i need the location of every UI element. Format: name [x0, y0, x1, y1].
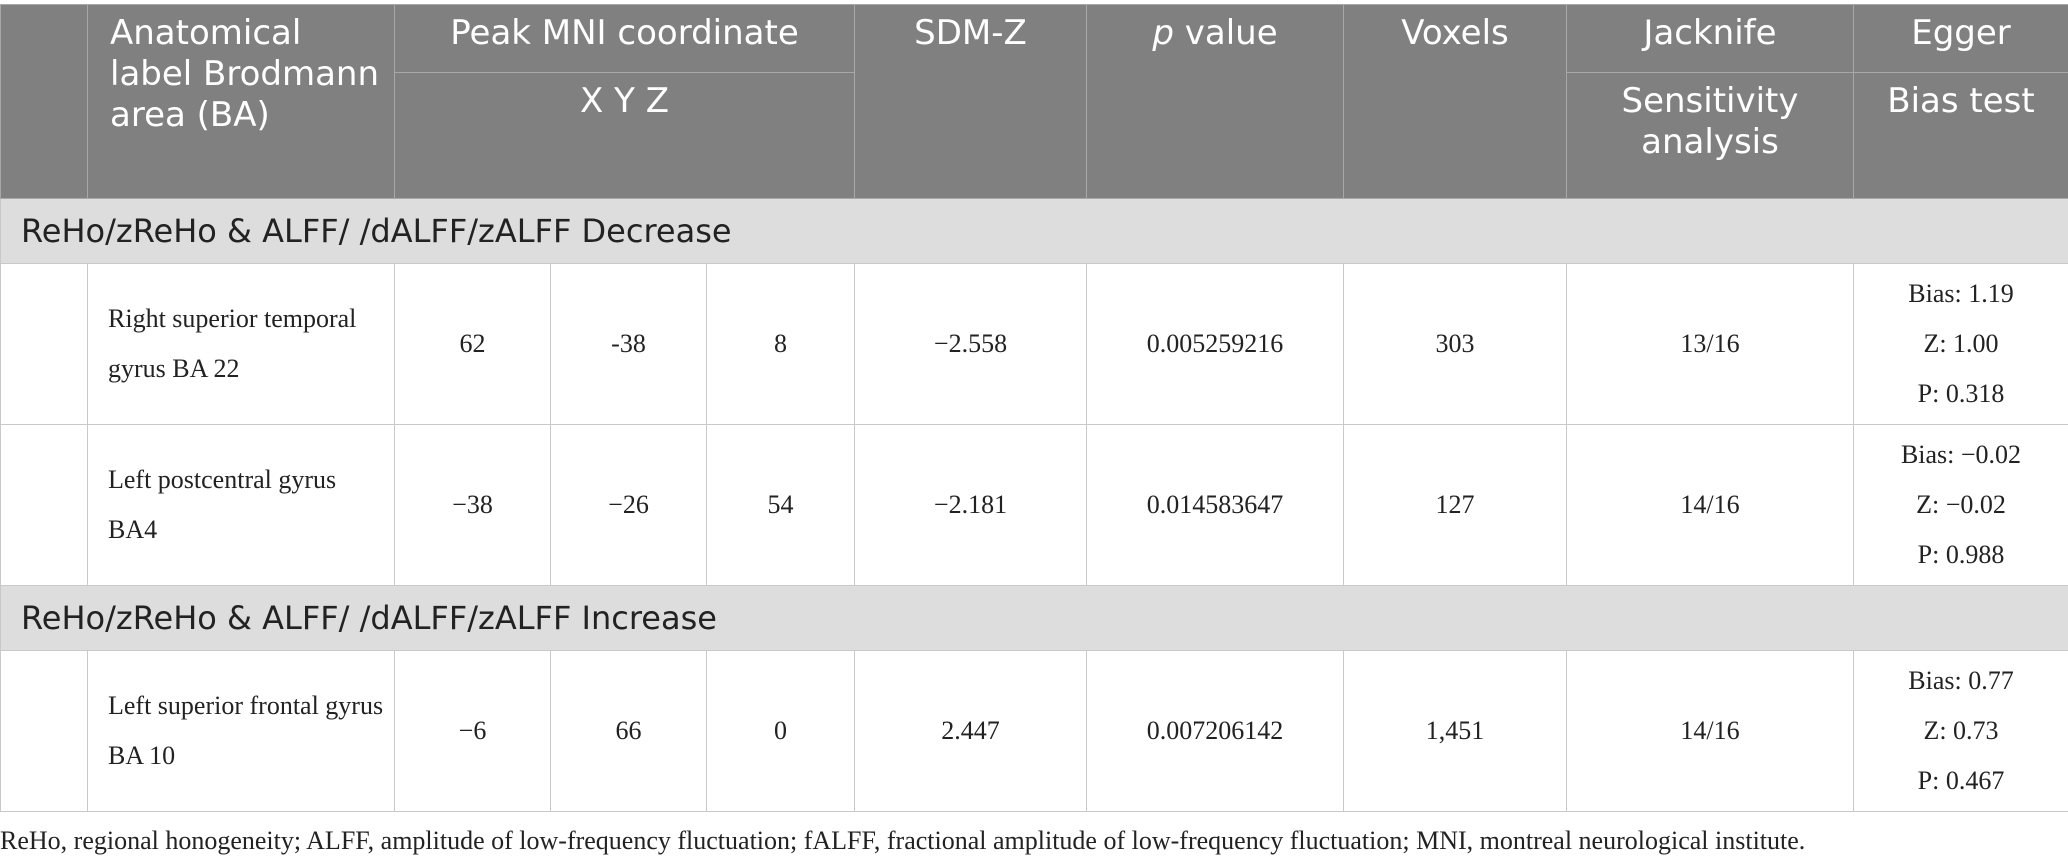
sdm-z-cell: −2.181 — [854, 424, 1087, 586]
p-value-rest: value — [1173, 13, 1278, 53]
egger-p: P: 0.318 — [1917, 379, 2005, 408]
anatomical-label-cell: Left superior frontal gyrus BA 10 — [87, 650, 395, 812]
x-cell: 62 — [394, 263, 551, 425]
header-peak-mni: Peak MNI coordinate — [394, 4, 855, 73]
p-value-cell: 0.014583647 — [1086, 424, 1344, 586]
egger-bias: Bias: 1.19 — [1908, 279, 2014, 308]
p-value-cell: 0.007206142 — [1086, 650, 1344, 812]
section-row: ReHo/zReHo & ALFF/ /dALFF/zALFF Decrease — [0, 198, 2068, 264]
table-row: Left postcentral gyrus BA4 −38 −26 54 −2… — [0, 424, 2068, 586]
egger-p: P: 0.988 — [1917, 540, 2005, 569]
y-cell: −26 — [550, 424, 707, 586]
header-blank — [0, 4, 88, 199]
voxels-cell: 303 — [1343, 263, 1567, 425]
header-egger: Egger — [1853, 4, 2068, 73]
header-jacknife: Jacknife — [1566, 4, 1854, 73]
section-title-increase: ReHo/zReHo & ALFF/ /dALFF/zALFF Increase — [0, 585, 2068, 651]
row-blank — [0, 263, 88, 425]
z-cell: 54 — [706, 424, 855, 586]
egger-cell: Bias: −0.02 Z: −0.02 P: 0.988 — [1853, 424, 2068, 586]
egger-cell: Bias: 1.19 Z: 1.00 P: 0.318 — [1853, 263, 2068, 425]
results-table: Anatomical label Brodmann area (BA) Peak… — [0, 4, 2068, 812]
egger-cell: Bias: 0.77 Z: 0.73 P: 0.467 — [1853, 650, 2068, 812]
x-cell: −6 — [394, 650, 551, 812]
header-anatomical-label: Anatomical label Brodmann area (BA) — [87, 4, 395, 199]
row-blank — [0, 650, 88, 812]
z-cell: 8 — [706, 263, 855, 425]
y-cell: 66 — [550, 650, 707, 812]
header-xyz: X Y Z — [394, 72, 855, 199]
row-blank — [0, 424, 88, 586]
section-title-decrease: ReHo/zReHo & ALFF/ /dALFF/zALFF Decrease — [0, 198, 2068, 264]
anatomical-label-cell: Right superior temporal gyrus BA 22 — [87, 263, 395, 425]
p-value-cell: 0.005259216 — [1086, 263, 1344, 425]
section-row: ReHo/zReHo & ALFF/ /dALFF/zALFF Increase — [0, 585, 2068, 651]
egger-bias: Bias: −0.02 — [1900, 440, 2022, 469]
egger-p: P: 0.467 — [1917, 766, 2005, 795]
anatomical-label-cell: Left postcentral gyrus BA4 — [87, 424, 395, 586]
header-sensitivity: Sensitivity analysis — [1566, 72, 1854, 199]
voxels-cell: 1,451 — [1343, 650, 1567, 812]
jacknife-cell: 14/16 — [1566, 650, 1854, 812]
table-footnote: ReHo, regional honogeneity; ALFF, amplit… — [0, 826, 1806, 855]
egger-z: Z: 0.73 — [1923, 716, 1999, 745]
egger-z: Z: −0.02 — [1916, 490, 2006, 519]
table-row: Left superior frontal gyrus BA 10 −6 66 … — [0, 650, 2068, 812]
header-p-value: p value — [1086, 4, 1344, 199]
table-row: Right superior temporal gyrus BA 22 62 -… — [0, 263, 2068, 425]
sdm-z-cell: −2.558 — [854, 263, 1087, 425]
jacknife-cell: 13/16 — [1566, 263, 1854, 425]
jacknife-cell: 14/16 — [1566, 424, 1854, 586]
egger-bias: Bias: 0.77 — [1908, 666, 2014, 695]
p-italic: p — [1152, 13, 1174, 53]
y-cell: -38 — [550, 263, 707, 425]
header-voxels: Voxels — [1343, 4, 1567, 199]
results-table-container: Anatomical label Brodmann area (BA) Peak… — [0, 4, 2068, 812]
header-bias-test: Bias test — [1853, 72, 2068, 199]
voxels-cell: 127 — [1343, 424, 1567, 586]
table-header: Anatomical label Brodmann area (BA) Peak… — [0, 4, 2068, 199]
x-cell: −38 — [394, 424, 551, 586]
egger-z: Z: 1.00 — [1923, 329, 1999, 358]
header-sdm-z: SDM-Z — [854, 4, 1087, 199]
table-body: ReHo/zReHo & ALFF/ /dALFF/zALFF Decrease… — [0, 198, 2068, 812]
sdm-z-cell: 2.447 — [854, 650, 1087, 812]
z-cell: 0 — [706, 650, 855, 812]
